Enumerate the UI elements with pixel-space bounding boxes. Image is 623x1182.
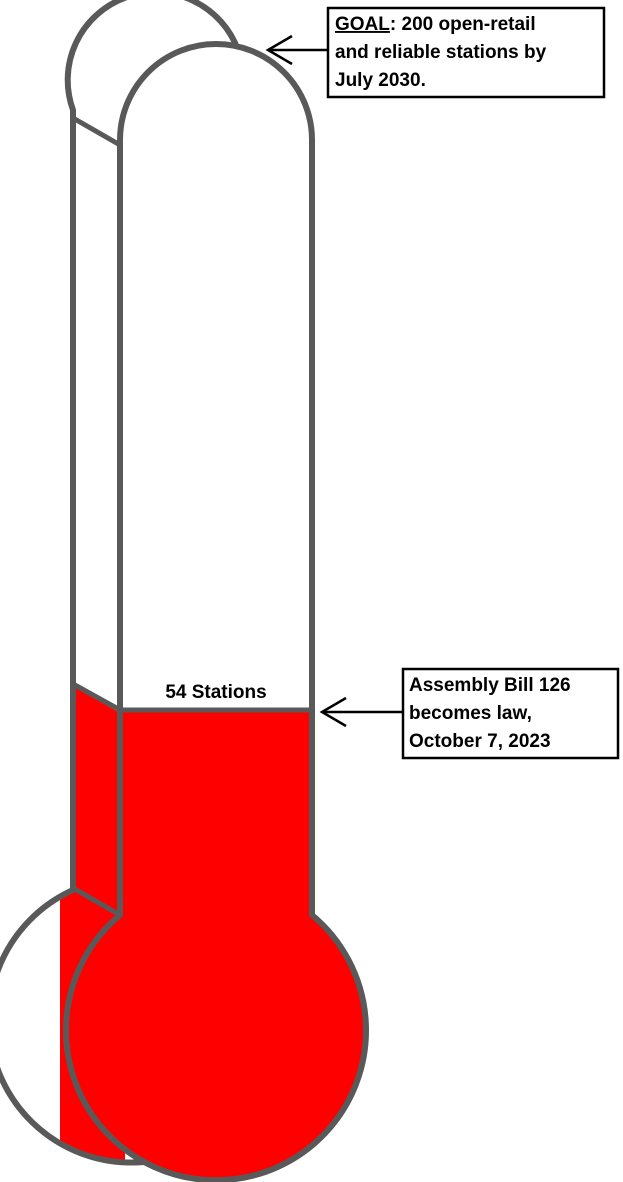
goal-line: GOAL: 200 open-retail xyxy=(335,14,536,35)
level-label: 54 Stations xyxy=(165,682,266,703)
annotation-text: October 7, 2023 xyxy=(409,731,551,752)
goal-text: and reliable stations by xyxy=(335,42,547,63)
goal-text: July 2030. xyxy=(335,70,426,91)
goal-callout: GOAL: 200 open-retail and reliable stati… xyxy=(265,6,606,99)
annotation-text: becomes law, xyxy=(409,703,532,724)
annotation-text: Assembly Bill 126 xyxy=(409,675,571,696)
annotation-callout: Assembly Bill 126 becomes law, October 7… xyxy=(319,667,620,760)
goal-text: : 200 open-retail xyxy=(390,14,536,35)
goal-label: GOAL xyxy=(335,14,390,35)
